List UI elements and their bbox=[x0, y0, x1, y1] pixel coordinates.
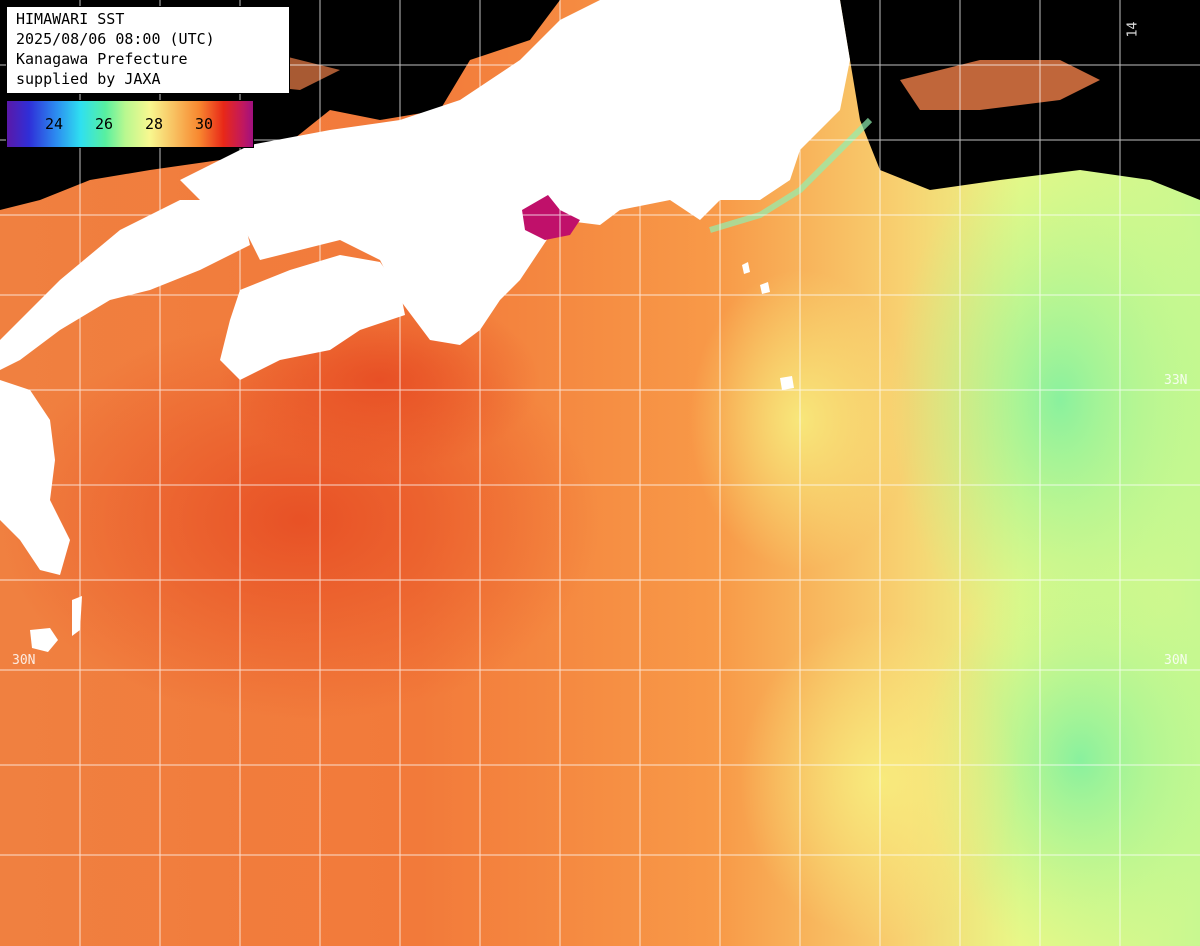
lon-label-top-right: 14 bbox=[1125, 21, 1141, 38]
land-honshu bbox=[180, 0, 850, 345]
scale-tick-26: 26 bbox=[95, 115, 114, 133]
cool-water-east bbox=[890, 140, 1200, 660]
region-name: Kanagawa Prefecture bbox=[16, 50, 188, 68]
land-kii-peninsula-red bbox=[522, 195, 580, 240]
land-yakushima bbox=[30, 628, 58, 652]
land-kyushu bbox=[0, 380, 70, 575]
temperature-color-scale: 24 26 28 30 bbox=[6, 100, 254, 148]
lat-label-33n-right: 33N bbox=[1164, 373, 1188, 388]
lat-label-30n-right: 30N bbox=[1164, 653, 1188, 668]
lat-label-30n-left: 30N bbox=[12, 653, 36, 668]
scale-tick-28: 28 bbox=[145, 115, 164, 133]
map-title: HIMAWARI SST bbox=[16, 10, 125, 28]
land-chugoku bbox=[0, 200, 250, 370]
land-shikoku bbox=[220, 255, 405, 380]
info-label-box: HIMAWARI SST 2025/08/06 08:00 (UTC) Kana… bbox=[6, 6, 290, 94]
land-izu-islands bbox=[742, 262, 794, 390]
scale-tick-30: 30 bbox=[195, 115, 214, 133]
cloud-fringe-northeast bbox=[900, 60, 1100, 110]
scale-tick-24: 24 bbox=[45, 115, 64, 133]
observation-datetime: 2025/08/06 08:00 (UTC) bbox=[16, 30, 215, 48]
data-credit: supplied by JAXA bbox=[16, 70, 161, 88]
